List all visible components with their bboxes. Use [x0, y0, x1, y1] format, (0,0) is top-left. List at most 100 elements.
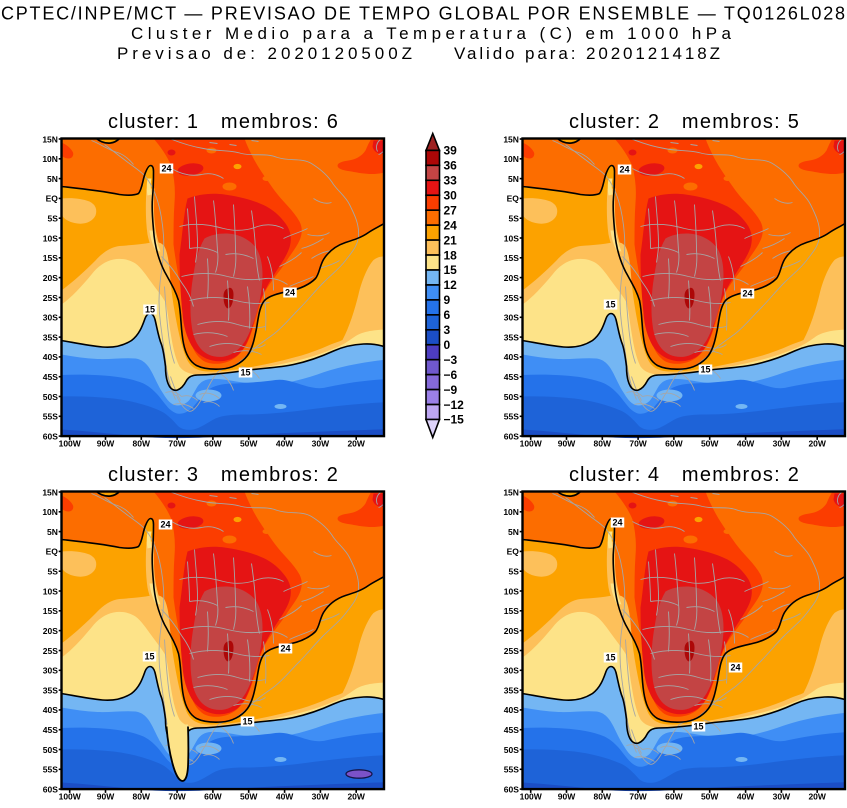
svg-text:15: 15 — [693, 722, 703, 732]
svg-text:60W: 60W — [665, 438, 683, 448]
svg-text:40W: 40W — [737, 438, 755, 448]
svg-text:15N: 15N — [503, 134, 519, 144]
svg-text:15S: 15S — [43, 253, 58, 263]
svg-text:20S: 20S — [43, 273, 58, 283]
svg-text:90W: 90W — [97, 438, 115, 448]
svg-text:18: 18 — [444, 248, 458, 262]
svg-text:CPTEC/INPE/MCT — PREVISAO DE T: CPTEC/INPE/MCT — PREVISAO DE TEMPO GLOBA… — [1, 4, 845, 24]
svg-text:15S: 15S — [504, 253, 519, 263]
svg-text:40S: 40S — [504, 352, 519, 362]
svg-text:30W: 30W — [773, 438, 791, 448]
svg-text:50W: 50W — [240, 791, 258, 801]
svg-text:50S: 50S — [504, 392, 519, 402]
svg-text:15S: 15S — [504, 606, 519, 616]
svg-text:10N: 10N — [503, 154, 519, 164]
svg-text:100W: 100W — [59, 791, 82, 801]
svg-text:60S: 60S — [43, 431, 58, 441]
svg-text:90W: 90W — [558, 791, 576, 801]
svg-text:−3: −3 — [444, 353, 458, 367]
svg-text:45S: 45S — [504, 725, 519, 735]
svg-text:15S: 15S — [43, 606, 58, 616]
svg-text:35S: 35S — [43, 685, 58, 695]
svg-text:55S: 55S — [43, 412, 58, 422]
svg-text:27: 27 — [444, 203, 458, 217]
svg-text:10S: 10S — [504, 586, 519, 596]
svg-text:cluster: 4: cluster: 4 — [569, 464, 659, 486]
svg-text:90W: 90W — [558, 438, 576, 448]
svg-text:12: 12 — [444, 278, 458, 292]
svg-text:20W: 20W — [347, 438, 365, 448]
svg-text:15: 15 — [605, 300, 615, 310]
svg-text:membros: 2: membros: 2 — [682, 464, 799, 486]
svg-text:60S: 60S — [504, 431, 519, 441]
svg-text:24: 24 — [619, 165, 629, 175]
svg-text:55S: 55S — [504, 412, 519, 422]
svg-text:50W: 50W — [701, 438, 719, 448]
svg-text:45S: 45S — [43, 725, 58, 735]
svg-text:membros: 2: membros: 2 — [221, 464, 338, 486]
svg-text:5N: 5N — [47, 527, 58, 537]
svg-text:10S: 10S — [43, 233, 58, 243]
svg-text:−6: −6 — [444, 368, 458, 382]
svg-text:25S: 25S — [504, 646, 519, 656]
svg-text:Previsao de: 2020120500Z: Previsao de: 2020120500Z — [117, 44, 412, 63]
svg-text:25S: 25S — [43, 293, 58, 303]
svg-text:24: 24 — [444, 218, 458, 232]
svg-text:21: 21 — [444, 233, 458, 247]
svg-text:5S: 5S — [47, 214, 58, 224]
svg-text:EQ: EQ — [46, 194, 59, 204]
svg-text:35S: 35S — [43, 332, 58, 342]
svg-text:15: 15 — [444, 263, 458, 277]
svg-text:EQ: EQ — [507, 194, 520, 204]
svg-text:30S: 30S — [504, 313, 519, 323]
svg-text:60S: 60S — [43, 784, 58, 794]
svg-text:40S: 40S — [43, 352, 58, 362]
svg-text:70W: 70W — [168, 438, 186, 448]
svg-text:50S: 50S — [43, 745, 58, 755]
svg-text:60W: 60W — [204, 438, 222, 448]
svg-text:50W: 50W — [240, 438, 258, 448]
svg-text:5S: 5S — [508, 567, 519, 577]
svg-text:Valido para: 2020121418Z: Valido para: 2020121418Z — [454, 44, 720, 63]
svg-text:15: 15 — [144, 652, 154, 662]
svg-text:40S: 40S — [43, 705, 58, 715]
svg-text:40W: 40W — [276, 791, 294, 801]
svg-text:3: 3 — [444, 323, 451, 337]
svg-text:15N: 15N — [503, 487, 519, 497]
svg-text:80W: 80W — [133, 438, 151, 448]
svg-text:15: 15 — [605, 653, 615, 663]
svg-text:5S: 5S — [47, 567, 58, 577]
svg-text:10S: 10S — [43, 586, 58, 596]
svg-text:40W: 40W — [276, 438, 294, 448]
svg-text:15: 15 — [240, 368, 250, 378]
svg-text:70W: 70W — [629, 438, 647, 448]
svg-text:24: 24 — [285, 288, 295, 298]
svg-text:24: 24 — [730, 663, 740, 673]
svg-text:24: 24 — [612, 518, 622, 528]
svg-text:20S: 20S — [504, 626, 519, 636]
svg-text:90W: 90W — [97, 791, 115, 801]
svg-text:5N: 5N — [508, 527, 519, 537]
svg-text:70W: 70W — [629, 791, 647, 801]
svg-text:20W: 20W — [808, 438, 826, 448]
svg-text:10N: 10N — [503, 507, 519, 517]
svg-text:60S: 60S — [504, 784, 519, 794]
svg-text:35S: 35S — [504, 332, 519, 342]
svg-text:15: 15 — [145, 305, 155, 315]
svg-text:100W: 100W — [520, 438, 543, 448]
svg-text:5N: 5N — [47, 174, 58, 184]
svg-text:55S: 55S — [43, 765, 58, 775]
svg-text:membros: 6: membros: 6 — [221, 111, 338, 133]
svg-text:30W: 30W — [312, 438, 330, 448]
svg-text:45S: 45S — [43, 372, 58, 382]
svg-text:100W: 100W — [59, 438, 82, 448]
svg-text:20W: 20W — [347, 791, 365, 801]
svg-text:10N: 10N — [42, 507, 58, 517]
svg-text:24: 24 — [280, 644, 290, 654]
svg-text:membros: 5: membros: 5 — [682, 111, 799, 133]
svg-text:cluster: 2: cluster: 2 — [569, 111, 659, 133]
svg-text:15: 15 — [700, 365, 710, 375]
svg-text:30W: 30W — [312, 791, 330, 801]
svg-text:cluster: 3: cluster: 3 — [108, 464, 198, 486]
svg-text:10N: 10N — [42, 154, 58, 164]
